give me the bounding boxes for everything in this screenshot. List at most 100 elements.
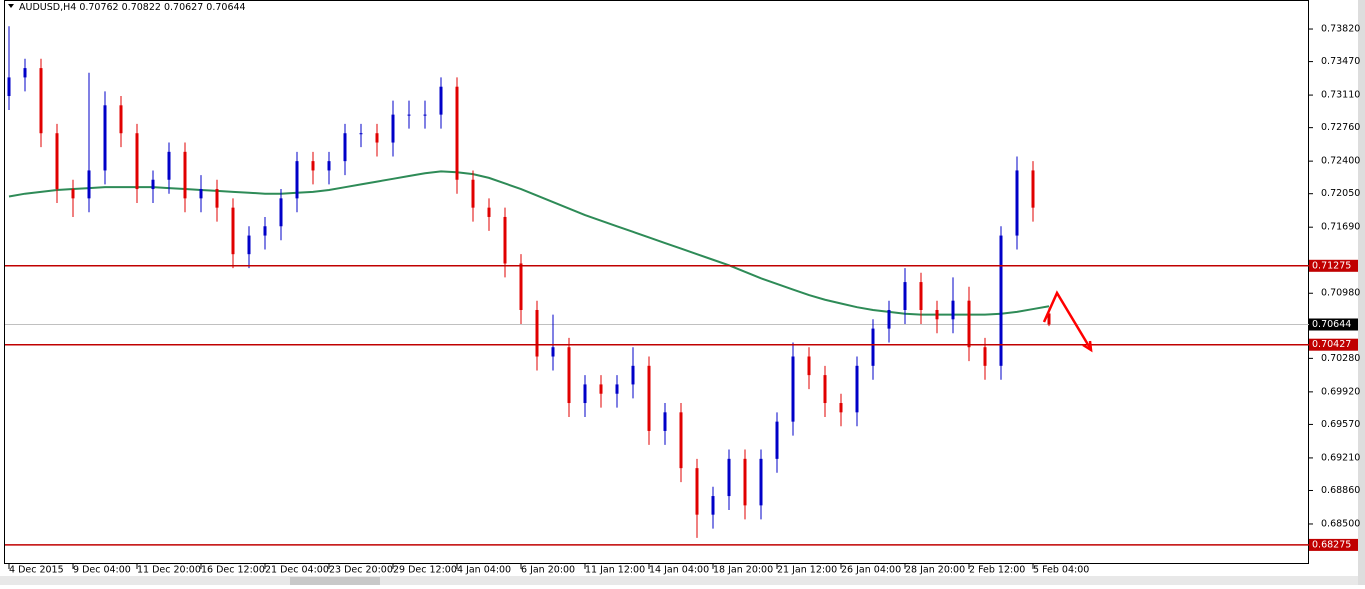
symbol: AUDUSD,H4 — [19, 2, 76, 13]
y-tick-label: 0.69570 — [1321, 419, 1360, 430]
candle-body — [71, 189, 75, 199]
arrow-path — [1042, 290, 1092, 349]
candle-body — [951, 300, 955, 320]
candle-body — [7, 77, 11, 97]
candle-body — [903, 282, 907, 310]
candle-body — [199, 189, 203, 199]
y-tick-label: 0.69210 — [1321, 452, 1360, 463]
x-tick-label: 9 Dec 04:00 — [73, 565, 131, 576]
candle-body — [855, 365, 859, 413]
high: 0.70822 — [122, 2, 161, 13]
open: 0.70762 — [79, 2, 118, 13]
candle-body — [679, 412, 683, 469]
candle-body — [103, 105, 107, 171]
arrow-head — [1082, 340, 1093, 353]
candle-body — [823, 375, 827, 404]
y-tick-label: 0.68500 — [1321, 518, 1360, 529]
candle-body — [775, 421, 779, 459]
level-label: 0.68275 — [1312, 539, 1351, 550]
candle-body — [1031, 170, 1035, 208]
candle-body — [1047, 313, 1051, 325]
close: 0.70644 — [206, 2, 245, 13]
x-tick-label: 21 Jan 12:00 — [777, 565, 837, 576]
candle-body — [407, 114, 411, 116]
candle-body — [599, 384, 603, 394]
x-tick-label: 29 Dec 12:00 — [393, 565, 457, 576]
header: AUDUSD,H4 0.70762 0.70822 0.70627 0.7064… — [19, 2, 246, 13]
candle-body — [967, 300, 971, 348]
x-tick-label: 23 Dec 20:00 — [329, 565, 393, 576]
candle-body — [279, 198, 283, 227]
candle-body — [887, 309, 891, 329]
y-tick-label: 0.73110 — [1321, 90, 1360, 101]
y-tick-label: 0.73820 — [1321, 24, 1360, 35]
level-label-bg — [1309, 338, 1358, 351]
candle-body — [999, 235, 1003, 366]
moving-average — [8, 170, 1050, 316]
candle-body — [807, 356, 811, 376]
x-tick-label: 2 Feb 12:00 — [969, 565, 1025, 576]
candle-body — [487, 207, 491, 217]
candle-body — [263, 226, 267, 236]
y-tick-label: 0.71690 — [1321, 222, 1360, 233]
candle-body — [247, 235, 251, 255]
x-tick-label: 14 Jan 04:00 — [649, 565, 709, 576]
x-tick-label: 18 Jan 20:00 — [713, 565, 773, 576]
candle-body — [535, 309, 539, 357]
y-tick-label: 0.73470 — [1321, 56, 1360, 67]
candle-body — [519, 263, 523, 310]
y-tick-label: 0.72400 — [1321, 156, 1360, 167]
y-tick-label: 0.70980 — [1321, 288, 1360, 299]
candle-body — [215, 189, 219, 208]
x-tick-label: 28 Jan 20:00 — [905, 565, 965, 576]
x-tick-label: 16 Dec 12:00 — [201, 565, 265, 576]
candle-body — [647, 365, 651, 431]
candle-body — [23, 68, 27, 78]
candle-body — [359, 133, 363, 135]
candle-body — [471, 179, 475, 208]
candle-body — [663, 412, 667, 431]
scrollbar — [1358, 0, 1365, 585]
candle-body — [87, 170, 91, 199]
candle-body — [695, 468, 699, 515]
x-tick-label: 11 Jan 12:00 — [585, 565, 645, 576]
candle-body — [55, 133, 59, 190]
x-tick-label: 4 Jan 04:00 — [457, 565, 511, 576]
candle-body — [871, 328, 875, 366]
candle-body — [423, 114, 427, 116]
candle-body — [983, 347, 987, 366]
level-label: 0.71275 — [1312, 260, 1351, 271]
forecast-arrow — [1042, 290, 1093, 353]
y-tick-label: 0.69920 — [1321, 386, 1360, 397]
menu-triangle — [8, 4, 14, 8]
candle-body — [391, 114, 395, 143]
x-tick-label: 26 Jan 04:00 — [841, 565, 901, 576]
candle-body — [343, 133, 347, 162]
candle-body — [759, 458, 763, 506]
candle-body — [455, 86, 459, 180]
candle-body — [327, 161, 331, 171]
candle-body — [231, 207, 235, 255]
candle-body — [631, 365, 635, 385]
candle-body — [39, 68, 43, 134]
candle-body — [791, 356, 795, 422]
x-tick-label: 5 Feb 04:00 — [1033, 565, 1089, 576]
candle-body — [583, 384, 587, 404]
candle-body — [935, 309, 939, 320]
candle-body — [439, 86, 443, 115]
tab[interactable] — [290, 577, 380, 585]
y-tick-label: 0.70280 — [1321, 353, 1360, 364]
candle-body — [551, 347, 555, 357]
price-label-bg — [1309, 318, 1358, 331]
candle-body — [743, 458, 747, 506]
x-tick-label: 6 Jan 20:00 — [521, 565, 575, 576]
level-label: 0.70427 — [1312, 339, 1351, 350]
plot-frame — [4, 0, 1309, 564]
candle-body — [615, 384, 619, 394]
candle-body — [167, 151, 171, 180]
candle-body — [295, 161, 299, 199]
level-label-bg — [1309, 538, 1358, 551]
